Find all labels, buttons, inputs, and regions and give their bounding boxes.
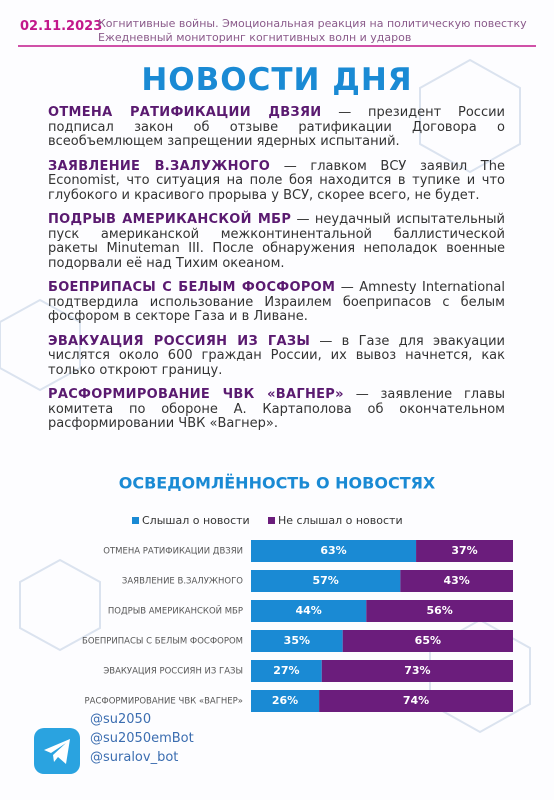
- legend-label: Слышал о новости: [142, 514, 250, 527]
- bar-segment: [251, 600, 367, 622]
- value-label: 65%: [415, 634, 441, 647]
- news-headline: ЭВАКУАЦИЯ РОССИЯН ИЗ ГАЗЫ: [48, 333, 311, 349]
- value-label: 43%: [443, 574, 469, 587]
- subtitle-line: Когнитивные войны. Эмоциональная реакция…: [98, 17, 527, 30]
- bar-segment: [321, 660, 513, 682]
- news-headline: РАСФОРМИРОВАНИЕ ЧВК «ВАГНЕР»: [48, 387, 344, 402]
- category-label: ЭВАКУАЦИЯ РОССИЯН ИЗ ГАЗЫ: [103, 667, 243, 677]
- value-label: 27%: [273, 664, 299, 677]
- bar-segment: [400, 570, 513, 592]
- news-list: ОТМЕНА РАТИФИКАЦИИ ДВЗЯИ — президент Рос…: [48, 105, 506, 442]
- page-title: НОВОСТИ ДНЯ: [141, 62, 413, 98]
- news-headline: ПОДРЫВ АМЕРИКАНСКОЙ МБР: [48, 212, 292, 227]
- handle: @suralov_bot: [90, 750, 179, 765]
- value-label: 44%: [295, 604, 321, 617]
- value-label: 37%: [451, 544, 477, 557]
- category-label: ЗАЯВЛЕНИЕ В.ЗАЛУЖНОГО: [122, 577, 243, 587]
- news-text: — заявление главы комитета по обороне А.…: [48, 387, 505, 431]
- bar-segment: [366, 600, 513, 622]
- news-text: — Amnesty International подтвердила испо…: [48, 280, 506, 324]
- bar-segment: [251, 630, 343, 652]
- date: 02.11.2023: [20, 19, 103, 34]
- news-text: — президент России подписал закон об отз…: [48, 105, 505, 149]
- chart: ОСВЕДОМЛЁННОСТЬ О НОВОСТЯХ Слышал о новос…: [82, 474, 513, 712]
- subtitle: Когнитивные войны. Эмоциональная реакция…: [98, 17, 527, 45]
- chart-title: ОСВЕДОМЛЁННОСТЬ О НОВОСТЯХ: [119, 474, 436, 493]
- value-label: 57%: [312, 574, 338, 587]
- legend-swatch: [132, 517, 139, 524]
- handle: @su2050: [90, 712, 152, 727]
- legend-swatch: [268, 517, 275, 524]
- news-item: ОТМЕНА РАТИФИКАЦИИ ДВЗЯИ — президент Рос…: [48, 105, 505, 150]
- bar-segment: [416, 540, 513, 562]
- news-item: ЗАЯВЛЕНИЕ В.ЗАЛУЖНОГО — главком ВСУ заяв…: [48, 158, 505, 204]
- news-item: ЭВАКУАЦИЯ РОССИЯН ИЗ ГАЗЫ — в Газе для э…: [48, 333, 505, 379]
- value-label: 26%: [272, 694, 298, 707]
- news-headline: БОЕПРИПАСЫ С БЕЛЫМ ФОСФОРОМ: [48, 280, 336, 295]
- bar-segment: [319, 690, 513, 712]
- bar-segment: [251, 540, 417, 562]
- news-item: ПОДРЫВ АМЕРИКАНСКОЙ МБР — неудачный испы…: [48, 212, 505, 271]
- bar-segment: [251, 570, 401, 592]
- bar-segment: [251, 660, 322, 682]
- bar-segment: [251, 690, 320, 712]
- category-label: ОТМЕНА РАТИФИКАЦИИ ДВЗЯИ: [103, 547, 243, 557]
- category-label: РАСФОРМИРОВАНИЕ ЧВК «ВАГНЕР»: [85, 697, 244, 707]
- value-label: 56%: [426, 604, 452, 617]
- news-item: РАСФОРМИРОВАНИЕ ЧВК «ВАГНЕР» — заявление…: [48, 387, 505, 432]
- news-item: БОЕПРИПАСЫ С БЕЛЫМ ФОСФОРОМ — Amnesty In…: [48, 280, 506, 325]
- legend-label: Не слышал о новости: [278, 514, 403, 527]
- bar-segment: [342, 630, 513, 652]
- category-label: БОЕПРИПАСЫ С БЕЛЫМ ФОСФОРОМ: [82, 637, 243, 647]
- value-label: 74%: [403, 694, 429, 707]
- subtitle-line: Ежедневный мониторинг когнитивных волн и…: [98, 31, 412, 44]
- news-headline: ЗАЯВЛЕНИЕ В.ЗАЛУЖНОГО: [48, 158, 271, 174]
- value-label: 63%: [320, 544, 346, 557]
- news-text: — главком ВСУ заявил The Economist, что …: [48, 158, 505, 203]
- handle: @su2050emBot: [90, 731, 194, 746]
- news-text: — в Газе для эвакуации числятся около 60…: [48, 333, 505, 378]
- category-label: ПОДРЫВ АМЕРИКАНСКОЙ МБР: [108, 605, 243, 617]
- news-text: — неудачный испытательный пуск американс…: [48, 212, 505, 271]
- news-headline: ОТМЕНА РАТИФИКАЦИИ ДВЗЯИ: [48, 105, 322, 120]
- value-label: 35%: [284, 634, 310, 647]
- handles: @su2050 @su2050emBot @suralov_bot: [90, 710, 194, 767]
- value-label: 73%: [404, 664, 430, 677]
